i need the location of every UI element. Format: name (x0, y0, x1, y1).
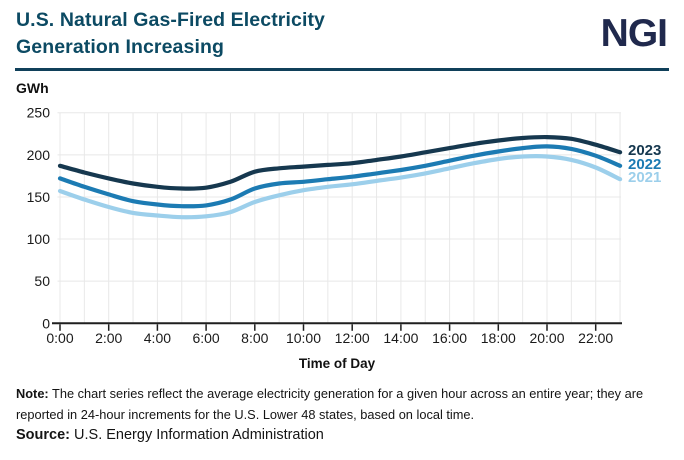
y-tick-label: 50 (34, 273, 50, 289)
chart-svg: 0:00 2:00 4:00 6:00 8:00 10:00 12:00 14:00 16:00… (27, 105, 623, 346)
header: U.S. Natural Gas-Fired Electricity Gener… (0, 0, 684, 71)
x-tick-label: 8:00 (241, 330, 268, 346)
source-label: Source: (16, 427, 70, 443)
note-label: Note: (16, 386, 49, 401)
x-tick-label: 10:00 (286, 330, 321, 346)
series-line-2023 (57, 134, 623, 191)
x-tick-label: 18:00 (481, 330, 516, 346)
x-tick-label: 6:00 (192, 330, 219, 346)
source-text: Source: U.S. Energy Information Administ… (16, 427, 324, 443)
x-axis-title: Time of Day (298, 356, 376, 371)
note-text: Note: The chart series reflect the avera… (16, 386, 644, 422)
y-tick-label: 150 (27, 189, 51, 205)
legend-label-2021: 2021 (628, 169, 662, 186)
page-title: U.S. Natural Gas-Fired Electricity Gener… (16, 7, 325, 61)
legend-label-2022: 2022 (628, 155, 662, 173)
y-tick-label: 250 (27, 105, 51, 121)
x-tick-label: 16:00 (432, 330, 467, 346)
ngi-logo: NGI (600, 12, 668, 55)
x-tick-label: 2:00 (95, 330, 122, 346)
x-tick-label: 14:00 (383, 330, 418, 346)
y-tick-label: 0 (42, 315, 50, 331)
chart-area: GWh 0:00 2:00 4:00 6:00 8:00 10:00 12:00 14:00 1… (0, 70, 684, 380)
title-line-2: Generation Increasing (16, 36, 224, 58)
x-tick-label: 4:00 (144, 330, 171, 346)
x-tick-label: 12:00 (335, 330, 370, 346)
series-line-2021 (57, 154, 623, 220)
legend-label-2023: 2023 (628, 142, 662, 159)
x-tick-label: 0:00 (46, 330, 73, 346)
x-tick-label: 22:00 (578, 330, 613, 346)
y-axis-unit-label: GWh (16, 80, 49, 96)
y-tick-label: 200 (27, 147, 51, 163)
chart-legend: 2023 2022 2021 (628, 142, 662, 186)
header-divider (15, 68, 669, 71)
series-line-2022 (57, 144, 623, 209)
x-tick-label: 20:00 (529, 330, 564, 346)
y-tick-label: 100 (27, 231, 51, 247)
title-line-1: U.S. Natural Gas-Fired Electricity (16, 9, 326, 31)
